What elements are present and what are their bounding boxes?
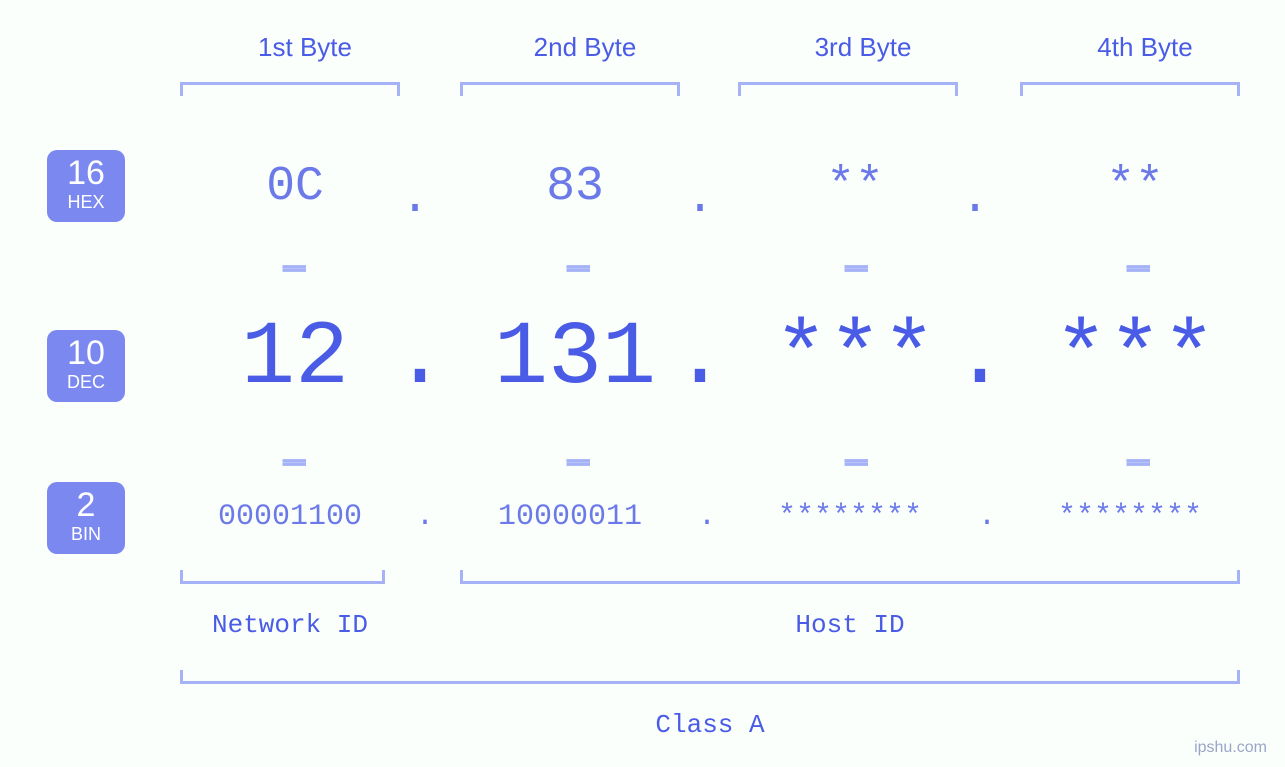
badge-bin-abbr: BIN (47, 524, 125, 546)
bin-val-4: ******** (1000, 500, 1260, 534)
class-bracket (180, 670, 1240, 684)
dec-dot-1: . (390, 308, 450, 410)
bin-val-2: 10000011 (440, 500, 700, 534)
badge-bin-num: 2 (47, 488, 125, 522)
eq-2-4: II (1118, 445, 1157, 475)
byte-label-4: 4th Byte (1045, 32, 1245, 63)
watermark: ipshu.com (1194, 739, 1267, 757)
hex-dot-1: . (395, 172, 435, 226)
eq-2-3: II (836, 445, 875, 475)
byte-label-3: 3rd Byte (763, 32, 963, 63)
hex-dot-2: . (680, 172, 720, 226)
hex-val-2: 83 (465, 160, 685, 214)
dec-val-4: *** (1015, 308, 1255, 410)
badge-dec-abbr: DEC (47, 372, 125, 394)
network-id-label: Network ID (180, 610, 400, 640)
eq-1-3: II (836, 251, 875, 281)
dec-dot-2: . (670, 308, 730, 410)
dec-val-2: 131 (455, 308, 695, 410)
badge-bin: 2 BIN (47, 482, 125, 554)
badge-hex: 16 HEX (47, 150, 125, 222)
hex-val-3: ** (745, 160, 965, 214)
badge-dec: 10 DEC (47, 330, 125, 402)
badge-dec-num: 10 (47, 336, 125, 370)
dec-dot-3: . (950, 308, 1010, 410)
bin-dot-2: . (692, 500, 722, 534)
host-id-bracket (460, 570, 1240, 584)
eq-2-2: II (558, 445, 597, 475)
eq-1-1: II (274, 251, 313, 281)
ip-diagram: 1st Byte 2nd Byte 3rd Byte 4th Byte 16 H… (0, 0, 1285, 767)
bin-val-3: ******** (720, 500, 980, 534)
hex-dot-3: . (955, 172, 995, 226)
bin-dot-3: . (972, 500, 1002, 534)
eq-2-1: II (274, 445, 313, 475)
dec-val-3: *** (735, 308, 975, 410)
hex-val-4: ** (1025, 160, 1245, 214)
host-id-label: Host ID (460, 610, 1240, 640)
eq-1-2: II (558, 251, 597, 281)
eq-1-4: II (1118, 251, 1157, 281)
dec-val-1: 12 (175, 308, 415, 410)
badge-hex-num: 16 (47, 156, 125, 190)
top-bracket-3 (738, 82, 958, 96)
byte-label-1: 1st Byte (205, 32, 405, 63)
byte-label-2: 2nd Byte (485, 32, 685, 63)
top-bracket-4 (1020, 82, 1240, 96)
top-bracket-1 (180, 82, 400, 96)
top-bracket-2 (460, 82, 680, 96)
badge-hex-abbr: HEX (47, 192, 125, 214)
class-label: Class A (180, 710, 1240, 740)
hex-val-1: 0C (185, 160, 405, 214)
network-id-bracket (180, 570, 385, 584)
bin-val-1: 00001100 (160, 500, 420, 534)
bin-dot-1: . (410, 500, 440, 534)
